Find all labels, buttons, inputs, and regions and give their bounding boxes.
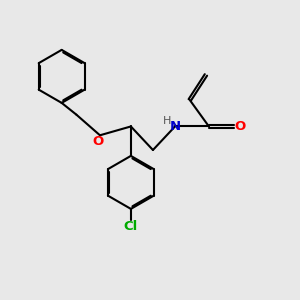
Text: O: O bbox=[235, 120, 246, 133]
Text: H: H bbox=[163, 116, 171, 126]
Text: N: N bbox=[169, 120, 181, 133]
Text: Cl: Cl bbox=[124, 220, 138, 233]
Text: O: O bbox=[93, 135, 104, 148]
